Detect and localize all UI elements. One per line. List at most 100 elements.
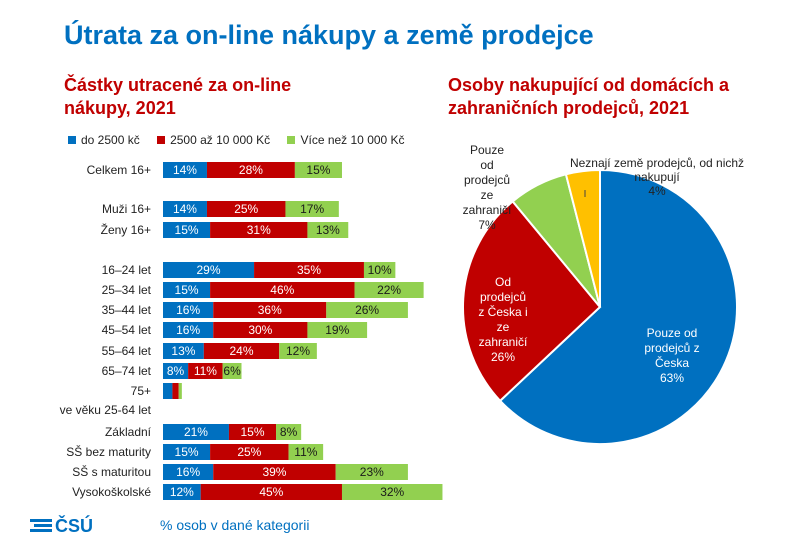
legend-item-large: Více než 10 000 Kč — [287, 133, 405, 147]
data-label: 6% — [223, 364, 241, 378]
data-label: 16% — [176, 465, 200, 479]
slice-label: Pouze od prodejců ze zahraničí 7% — [463, 143, 512, 232]
data-label: 16% — [176, 323, 200, 337]
bar-segment — [285, 201, 339, 217]
page-title: Útrata za on-line nákupy a země prodejce — [64, 20, 594, 50]
data-label: 30% — [248, 323, 272, 337]
data-label: 39% — [262, 465, 286, 479]
data-label: 25% — [237, 445, 261, 459]
data-label: 15% — [240, 425, 264, 439]
bar-segment — [203, 343, 280, 359]
category-label: Základní — [105, 425, 152, 439]
bar-chart-title: Částky utracené za on-line nákupy, 2021 — [64, 75, 292, 118]
data-label: 15% — [175, 283, 199, 297]
slice-label: Od prodejců z Česka i ze zahraničí 26% — [478, 275, 528, 364]
bar-segment — [354, 282, 424, 298]
category-label: SŠ s maturitou — [72, 464, 151, 479]
legend-label: 2500 až 10 000 Kč — [170, 133, 271, 147]
category-label: Ženy 16+ — [101, 222, 151, 237]
pie-slice — [462, 200, 602, 403]
data-label: 22% — [377, 283, 401, 297]
bar-segment — [294, 162, 342, 178]
slice-label: Pouze od prodejců z Česka 63% — [644, 326, 699, 385]
bar-segment — [163, 343, 204, 359]
data-label: 21% — [184, 425, 208, 439]
category-label: 65–74 let — [102, 364, 152, 378]
category-label: Muži 16+ — [102, 202, 151, 216]
bar-segment — [213, 302, 327, 318]
data-label: 25% — [234, 202, 258, 216]
bar-segment — [163, 262, 255, 278]
category-label: SŠ bez maturity — [66, 444, 151, 459]
bar-segment — [228, 424, 277, 440]
legend-label: do 2500 kč — [81, 133, 140, 147]
bar-segment — [188, 363, 223, 379]
data-label: 19% — [325, 323, 349, 337]
data-label: 8% — [280, 425, 298, 439]
data-label: 32% — [380, 485, 404, 499]
data-label: 26% — [355, 303, 379, 317]
bar-segment — [163, 424, 229, 440]
csu-logo: ČSÚ — [30, 513, 130, 540]
bar-segment — [163, 464, 214, 480]
bar-segment — [213, 464, 336, 480]
data-label: 13% — [171, 344, 195, 358]
pie-chart-title: Osoby nakupující od domácích a zahraničn… — [448, 75, 730, 118]
bar-segment — [163, 444, 211, 460]
category-label: 16–24 let — [102, 263, 152, 277]
data-label: 36% — [258, 303, 282, 317]
bar-segment — [279, 343, 317, 359]
bar-legend: do 2500 kč 2500 až 10 000 Kč Více než 10… — [68, 133, 419, 147]
bar-segment — [163, 484, 201, 500]
category-label: Vysokoškolské — [72, 485, 151, 499]
slice-label: Neznají země prodejců, od nichž nakupují 4… — [570, 156, 744, 198]
data-label: 23% — [360, 465, 384, 479]
bar-segment — [163, 383, 173, 399]
bar-segment — [163, 282, 211, 298]
category-label: 25–34 let — [102, 283, 152, 297]
category-label: Celkem 16+ — [87, 163, 151, 177]
pie-slice — [498, 168, 738, 445]
data-label: 35% — [297, 263, 321, 277]
bar-segment — [335, 464, 408, 480]
bar-segment — [210, 444, 289, 460]
data-label: 15% — [175, 445, 199, 459]
bar-segment — [307, 322, 368, 338]
data-label: 12% — [170, 485, 194, 499]
bar-segment — [163, 302, 214, 318]
bar-segment — [210, 282, 355, 298]
category-label: 55–64 let — [102, 344, 152, 358]
bar-chart: Celkem 16+ 14% 28% 15% Muži 16+ 14% 25% 17% Ženy… — [60, 162, 443, 500]
bar-segment — [363, 262, 396, 278]
bar-segment — [254, 262, 364, 278]
bar-segment — [172, 383, 179, 399]
legend-item-mid: 2500 až 10 000 Kč — [157, 133, 270, 147]
bar-segment — [200, 484, 342, 500]
bar-segment — [276, 424, 302, 440]
data-label: 31% — [247, 223, 271, 237]
data-label: 14% — [173, 202, 197, 216]
legend-item-small: do 2500 kč — [68, 133, 140, 147]
bar-segment — [163, 322, 214, 338]
data-label: 11% — [294, 445, 317, 459]
data-label: 24% — [229, 344, 253, 358]
bar-segment — [213, 322, 308, 338]
data-label: 15% — [306, 163, 330, 177]
data-label: 14% — [173, 163, 197, 177]
data-label: 17% — [300, 202, 324, 216]
bar-segment — [206, 162, 295, 178]
bar-segment — [163, 222, 211, 238]
bar-segment — [163, 363, 189, 379]
data-label: 46% — [270, 283, 294, 297]
category-label: ve věku 25-64 let — [60, 403, 152, 417]
data-label: 29% — [197, 263, 221, 277]
data-label: 13% — [316, 223, 340, 237]
bar-segment — [307, 222, 349, 238]
data-label: 11% — [194, 364, 217, 378]
data-label: 10% — [368, 263, 392, 277]
category-label: 35–44 let — [102, 303, 152, 317]
bar-segment — [222, 363, 242, 379]
bar-segment — [210, 222, 308, 238]
data-label: 28% — [239, 163, 263, 177]
